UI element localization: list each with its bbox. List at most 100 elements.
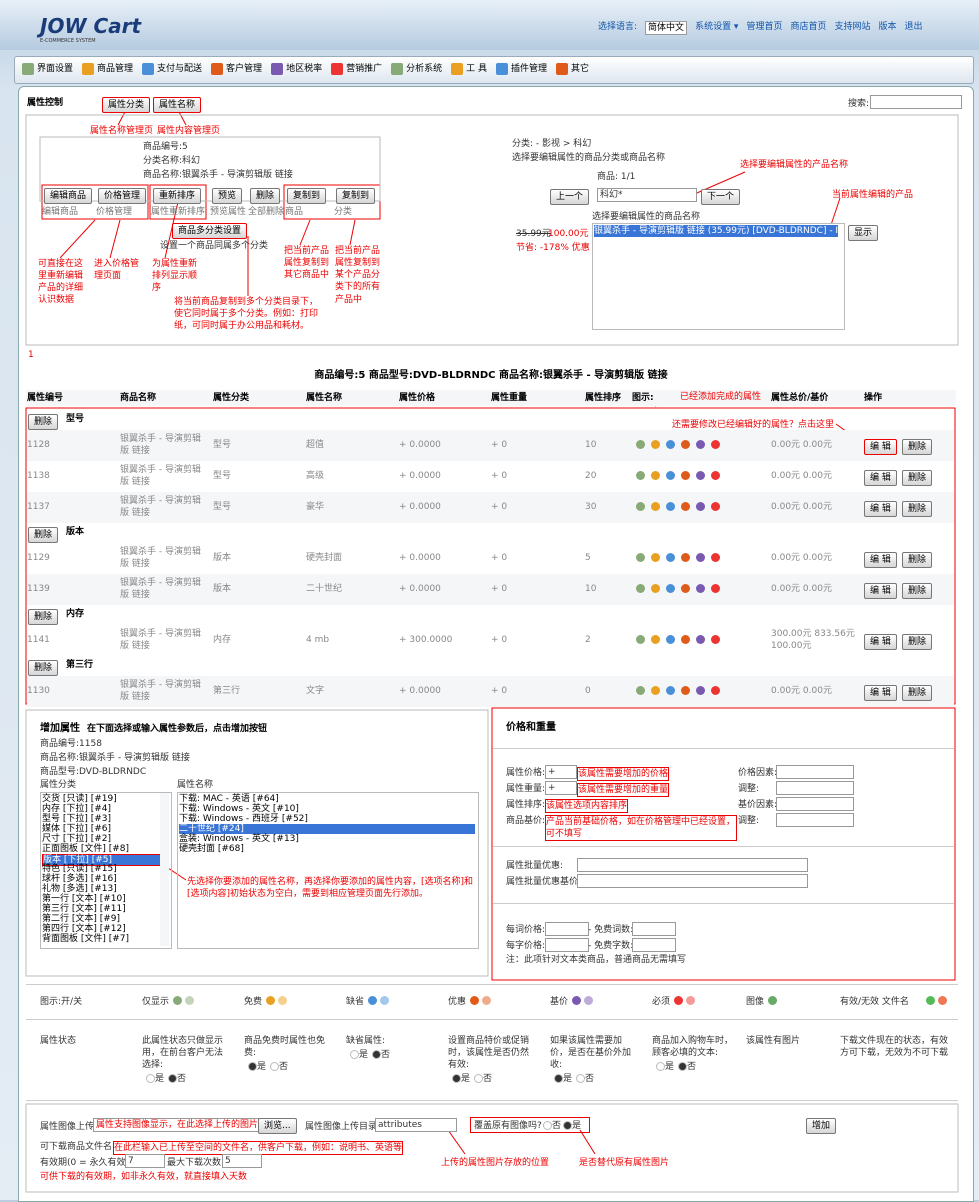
delete-button[interactable]: 删除 [28,527,59,544]
category-select[interactable]: 科幻* [597,188,697,202]
radio[interactable] [563,1121,572,1130]
edit-button[interactable]: 编 辑 [864,470,897,487]
value-item[interactable]: 下载: Windows - 英文 [#10] [179,804,299,814]
show-button[interactable]: 显示 [848,225,879,242]
pricing-input[interactable]: + [545,781,577,795]
option-item[interactable]: 礼物 [多选] [#13] [42,884,117,894]
delete-button[interactable]: 删除 [28,660,59,677]
edit-button[interactable]: 编 辑 [864,501,897,518]
delete-button[interactable]: 删除 [902,552,933,569]
menu-item[interactable]: 支付与配送 [142,63,202,76]
delete-button[interactable]: 删除 [902,501,933,518]
action-button[interactable]: 价格管理 [98,188,147,205]
menu-item[interactable]: 客户管理 [211,63,262,76]
text-price-input[interactable] [545,938,589,952]
text-price-input[interactable] [632,922,676,936]
delete-button[interactable]: 删除 [28,609,59,626]
discount-input[interactable] [577,874,808,888]
option-item[interactable]: 背面图板 [文件] [#7] [42,934,130,944]
radio[interactable] [452,1074,461,1083]
option-item[interactable]: 正面图板 [文件] [#8] [42,844,130,854]
option-item[interactable]: 媒体 [下拉] [#6] [42,824,112,834]
top-link[interactable]: 管理首页 [746,22,783,32]
radio[interactable] [474,1074,483,1083]
delete-button[interactable]: 删除 [28,414,59,431]
value-item[interactable]: 下载: MAC - 英语 [#64] [179,794,279,804]
language-select[interactable]: 简体中文 [645,21,688,35]
menu-item[interactable]: 插件管理 [495,63,547,76]
action-button[interactable]: 删除 [250,188,281,205]
top-link[interactable]: 版本 [878,22,897,32]
value-item[interactable]: 盒装: Windows - 英文 [#13] [179,834,299,844]
top-link[interactable]: 支持网站 [834,22,871,32]
max-input[interactable]: 5 [222,1154,262,1168]
menu-item[interactable]: 分析系统 [391,63,442,76]
factor-input[interactable] [776,765,854,779]
radio[interactable] [543,1121,552,1130]
menu-item[interactable]: 界面设置 [22,63,73,76]
top-link[interactable]: 退出 [904,22,923,32]
menu-item[interactable]: 其它 [556,63,589,76]
add-button[interactable]: 增加 [806,1118,837,1135]
edit-button[interactable]: 编 辑 [864,552,897,569]
dir-select[interactable]: attributes [375,1118,457,1132]
top-link[interactable]: 商店首页 [790,22,827,32]
radio[interactable] [146,1074,155,1083]
factor-input[interactable] [776,781,854,795]
search-input[interactable] [870,95,962,109]
radio[interactable] [168,1074,177,1083]
option-item[interactable]: 尺寸 [下拉] [#2] [42,834,112,844]
action-button[interactable]: 复制到 [287,188,327,205]
radio[interactable] [554,1074,563,1083]
expiry-input[interactable]: 7 [125,1154,165,1168]
menu-item[interactable]: 商品管理 [82,63,133,76]
value-item[interactable]: 下载: Windows - 西班牙 [#52] [179,814,308,824]
delete-button[interactable]: 删除 [902,583,933,600]
browse-button[interactable]: 浏览... [258,1118,297,1135]
delete-button[interactable]: 删除 [902,470,933,487]
option-item[interactable]: 交货 [只读] [#19] [42,794,117,804]
multi-category-button[interactable]: 商品多分类设置 [172,223,248,240]
option-item[interactable]: 特色 [只读] [#15] [42,864,117,874]
radio[interactable] [372,1050,381,1059]
tab-button[interactable]: 属性名称 [153,97,202,114]
action-button[interactable]: 预览 [212,188,243,205]
option-item[interactable]: 第四行 [文本] [#12] [42,924,126,934]
radio[interactable] [678,1062,687,1071]
prev-button[interactable]: 上一个 [550,189,590,206]
option-item[interactable]: 球杆 [多选] [#16] [42,874,117,884]
option-item[interactable]: 内存 [下拉] [#4] [42,804,112,814]
option-item[interactable]: 第一行 [文本] [#10] [42,894,126,904]
delete-button[interactable]: 删除 [902,634,933,651]
option-item[interactable]: 第三行 [文本] [#11] [42,904,126,914]
action-button[interactable]: 复制到 [336,188,376,205]
option-item[interactable]: 第二行 [文本] [#9] [42,914,121,924]
edit-button[interactable]: 编 辑 [864,685,897,702]
value-item[interactable]: 硬壳封面 [#68] [179,844,244,854]
next-button[interactable]: 下一个 [701,189,741,206]
menu-item[interactable]: 地区税率 [271,63,322,76]
radio[interactable] [270,1062,279,1071]
text-price-input[interactable] [632,938,676,952]
action-button[interactable]: 重新排序 [153,188,202,205]
option-item[interactable]: 型号 [下拉] [#3] [42,814,112,824]
menu-item[interactable]: 工 具 [451,63,487,76]
top-link[interactable]: 系统设置 ▾ [695,22,739,32]
radio[interactable] [656,1062,665,1071]
tab-button[interactable]: 属性分类 [102,97,151,114]
discount-input[interactable] [577,858,808,872]
edit-button[interactable]: 编 辑 [864,583,897,600]
menu-item[interactable]: 营销推广 [331,63,382,76]
delete-button[interactable]: 删除 [902,439,933,456]
pricing-input[interactable]: + [545,765,577,779]
edit-button[interactable]: 编 辑 [864,439,897,456]
factor-input[interactable] [776,797,854,811]
action-button[interactable]: 编辑商品 [44,188,93,205]
value-item[interactable]: 二十世纪 [#24] [179,824,475,834]
radio[interactable] [350,1050,359,1059]
edit-button[interactable]: 编 辑 [864,634,897,651]
radio[interactable] [576,1074,585,1083]
product-list-item[interactable]: 银翼杀手 - 导演剪辑版 链接 (35.99元) [DVD-BLDRNDC] -… [594,225,838,238]
text-price-input[interactable] [545,922,589,936]
upload-input[interactable]: 属性支持图像显示，在此选择上传的图片 [93,1118,259,1132]
